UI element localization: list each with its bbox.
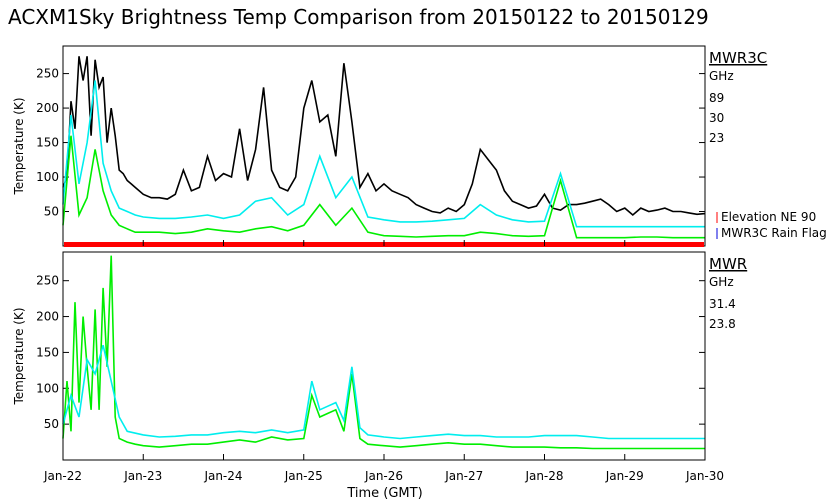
x-tick-label: Jan-27 bbox=[444, 469, 483, 483]
series-line-30 bbox=[62, 135, 705, 239]
top-panel: 50 100 150 200 250 Temperature (K) MWR3C GHz 89 3… bbox=[12, 45, 827, 247]
legend-entry: 31.4 bbox=[709, 297, 736, 311]
series-line-31-4 bbox=[62, 255, 705, 450]
y-tick-label: 150 bbox=[36, 345, 59, 359]
annotation-label: Elevation NE 90 bbox=[721, 210, 816, 224]
x-tick-label: Jan-28 bbox=[524, 469, 563, 483]
legend-unit: GHz bbox=[709, 69, 734, 83]
legend-entry: 30 bbox=[709, 111, 724, 125]
legend-unit: GHz bbox=[709, 275, 734, 289]
series-line-89 bbox=[62, 56, 706, 217]
x-tick-label: Jan-25 bbox=[284, 469, 323, 483]
y-axis-label: Temperature (K) bbox=[12, 307, 26, 405]
y-axis-label: Temperature (K) bbox=[12, 97, 26, 195]
series-line-23-8 bbox=[62, 344, 705, 440]
x-tick-label: Jan-29 bbox=[605, 469, 644, 483]
y-tick-label: 100 bbox=[36, 381, 59, 395]
y-tick-label: 150 bbox=[36, 136, 59, 150]
annotation-label: MWR3C Rain Flag bbox=[721, 226, 827, 240]
legend-title: MWR3C bbox=[709, 49, 767, 67]
chart-title: ACXM1Sky Brightness Temp Comparison from… bbox=[8, 5, 709, 29]
x-tick-label: Jan-23 bbox=[123, 469, 162, 483]
plot-frame bbox=[62, 45, 706, 247]
y-tick-label: 200 bbox=[36, 310, 59, 324]
plot-frame bbox=[62, 251, 706, 461]
legend-entry: 89 bbox=[709, 91, 724, 105]
y-tick-label: 100 bbox=[36, 170, 59, 184]
x-axis: Jan-22 Jan-23 Jan-24 Jan-25 Jan-26 Jan-27 Jan-… bbox=[43, 240, 724, 483]
y-tick-label: 250 bbox=[36, 67, 59, 81]
legend-title: MWR bbox=[709, 255, 747, 273]
x-tick-label: Jan-24 bbox=[203, 469, 242, 483]
y-tick-label: 50 bbox=[44, 417, 59, 431]
x-axis-label: Time (GMT) bbox=[346, 486, 422, 500]
y-tick-label: 200 bbox=[36, 101, 59, 115]
series-line-23 bbox=[62, 80, 705, 228]
x-tick-label: Jan-22 bbox=[43, 469, 82, 483]
y-tick-label: 250 bbox=[36, 274, 59, 288]
y-tick-label: 50 bbox=[44, 205, 59, 219]
legend-entry: 23 bbox=[709, 131, 724, 145]
bottom-panel: 50 100 150 200 250 Temperature (K) MWR GHz 31.4 2… bbox=[12, 251, 747, 461]
x-tick-label: Jan-26 bbox=[364, 469, 403, 483]
x-tick-label: Jan-30 bbox=[685, 469, 724, 483]
legend-entry: 23.8 bbox=[709, 317, 736, 331]
